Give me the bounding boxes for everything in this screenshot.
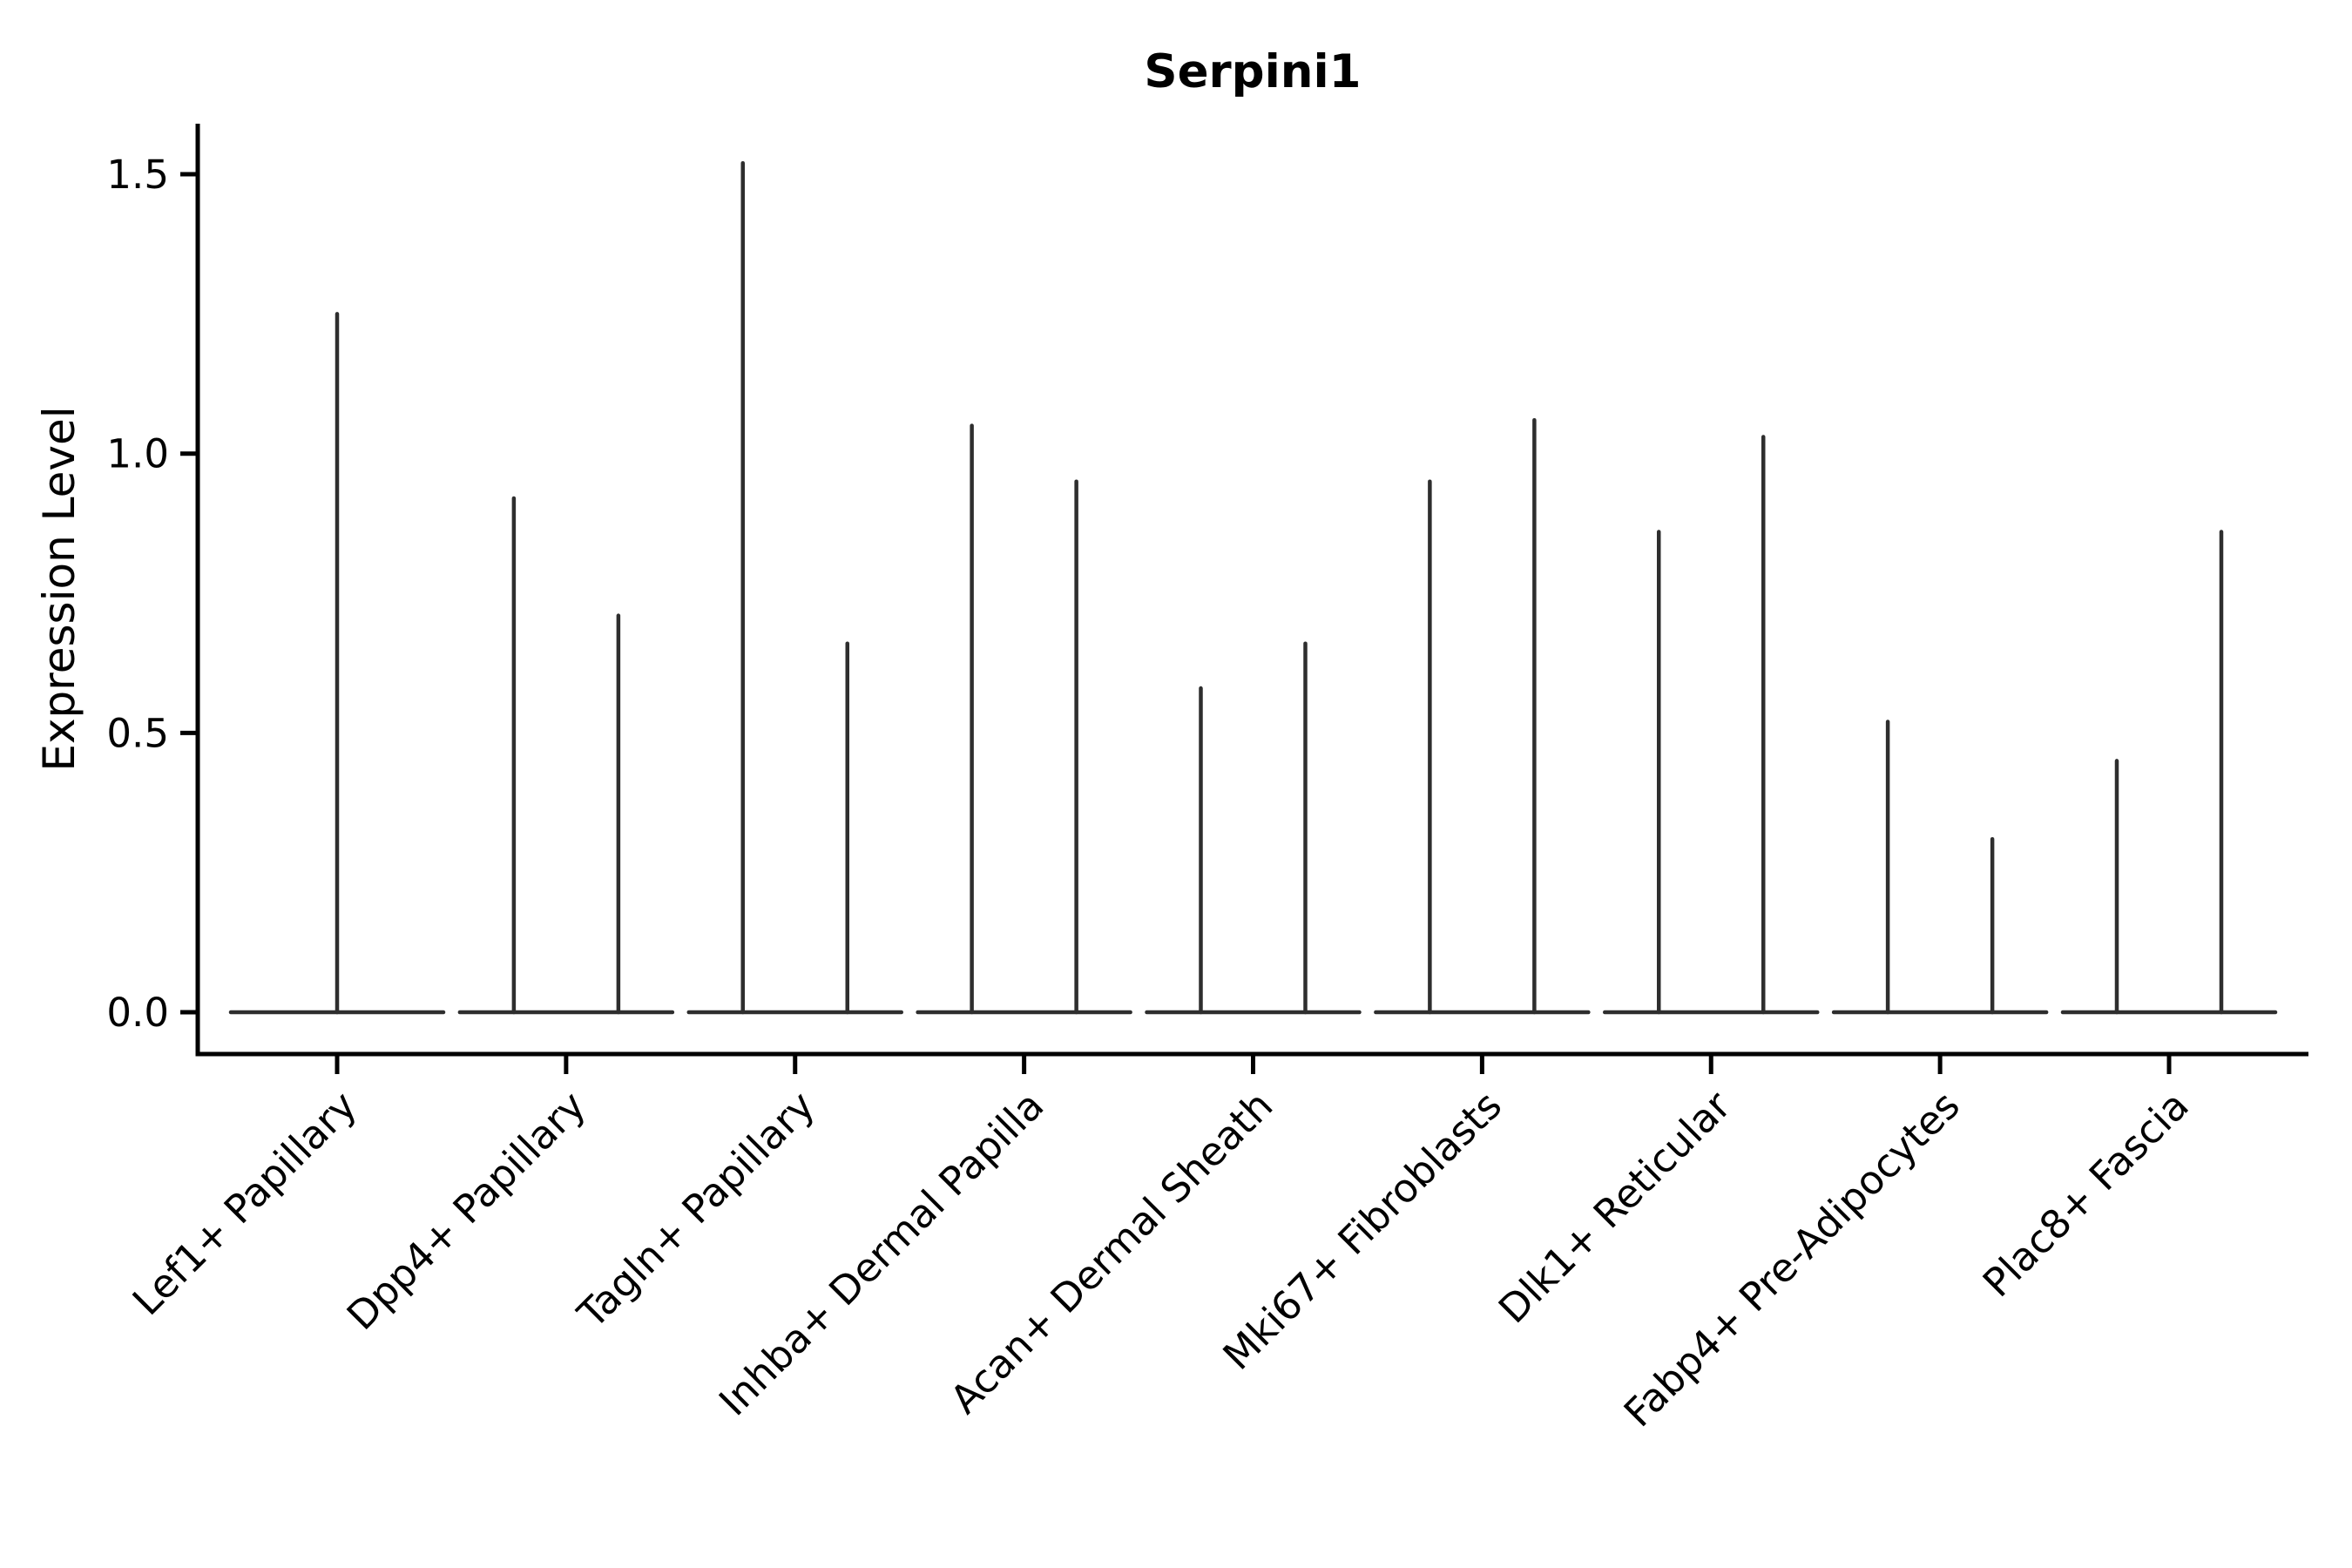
y-tick-label: 0.5 (106, 710, 169, 756)
y-tick-label: 1.0 (106, 431, 169, 477)
x-tick-label: Plac8+ Fascia (1974, 1082, 2198, 1306)
violins (228, 160, 2278, 1015)
y-tick-label: 0.0 (106, 990, 169, 1036)
y-axis-label: Expression Level (34, 406, 84, 771)
x-tick-label: Lef1+ Papillary (124, 1082, 366, 1324)
x-tick-label: Dlk1+ Reticular (1490, 1082, 1740, 1332)
x-tick-label: Tagln+ Papillary (568, 1082, 823, 1337)
x-tick-label: Dpp4+ Papillary (338, 1082, 595, 1339)
y-tick-label: 1.5 (106, 152, 169, 198)
axes (180, 124, 2308, 1074)
chart-title: Serpini1 (1144, 45, 1361, 98)
